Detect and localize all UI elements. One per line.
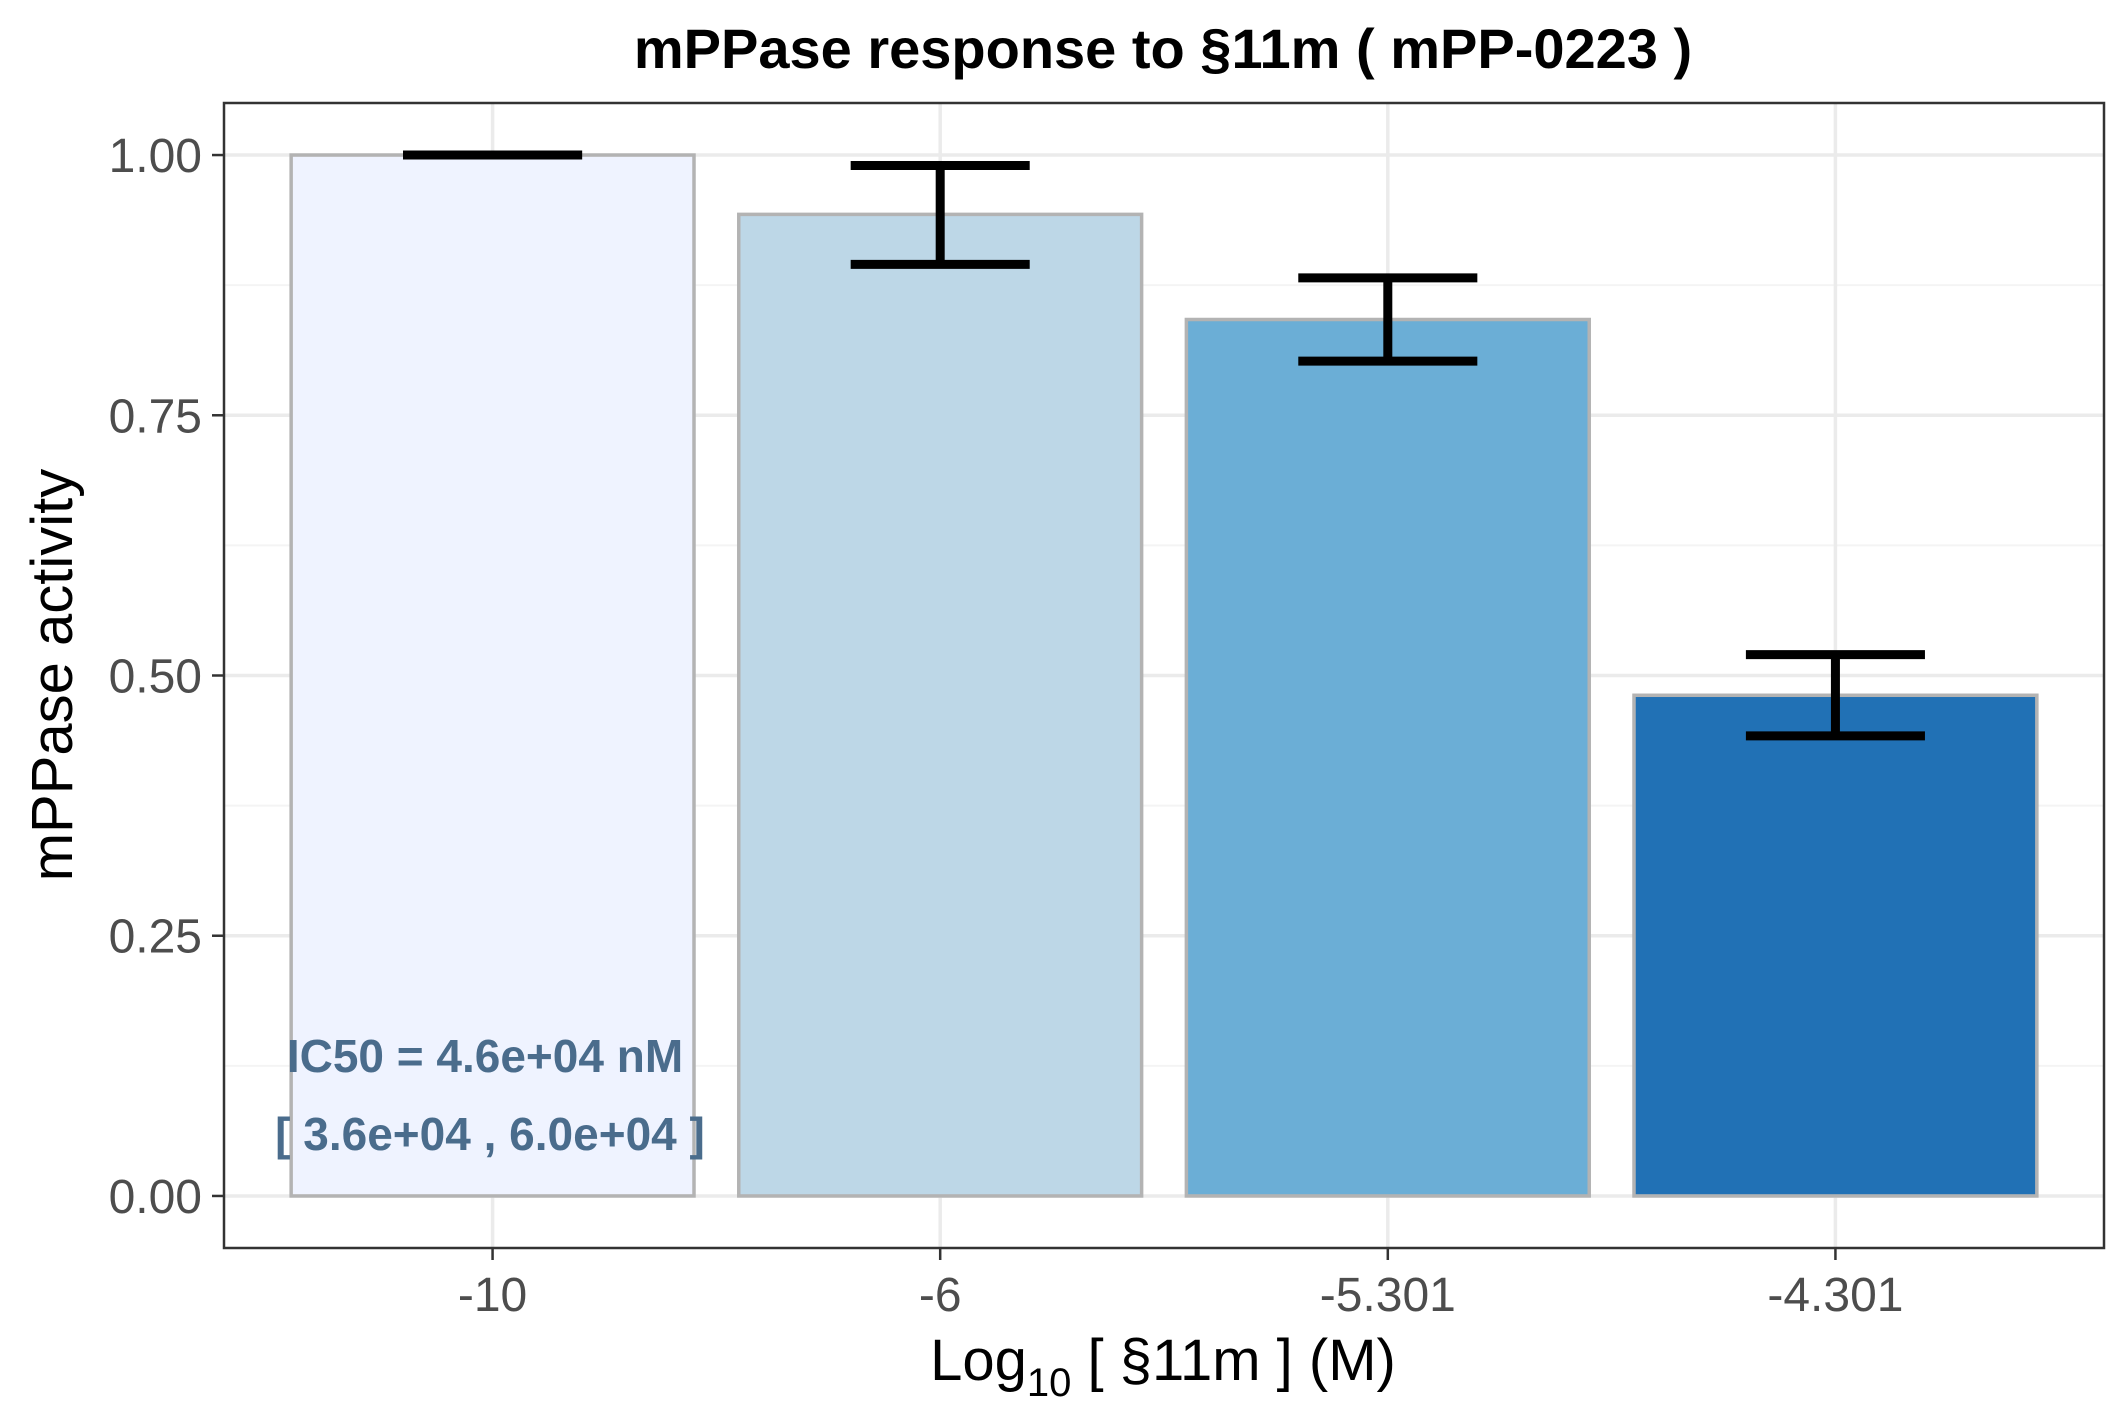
x-axis-label-main: Log bbox=[930, 1328, 1027, 1393]
y-tick-label: 0.00 bbox=[109, 1171, 202, 1224]
x-axis-label: Log10 [ §11m ] (M) bbox=[930, 1328, 1396, 1405]
bar--10 bbox=[289, 153, 696, 1198]
x-tick-label: -10 bbox=[458, 1269, 527, 1322]
bars bbox=[289, 153, 2039, 1198]
y-tick-label: 0.75 bbox=[109, 390, 202, 443]
x-axis: -10 -6 -5.301 -4.301 bbox=[458, 1248, 1903, 1322]
error-bar--5.301 bbox=[1298, 273, 1478, 366]
error-bar--6 bbox=[850, 160, 1030, 269]
chart-title: mPPase response to §11m ( mPP-0223 ) bbox=[634, 17, 1692, 80]
bar--5.301 bbox=[1184, 317, 1591, 1198]
y-tick-label: 0.50 bbox=[109, 651, 202, 704]
bar--6 bbox=[737, 212, 1144, 1198]
x-tick-label: -6 bbox=[919, 1269, 962, 1322]
ic50-annotation: IC50 = 4.6e+04 nM [ 3.6e+04 , 6.0e+04 ] bbox=[275, 1030, 705, 1160]
x-tick-label: -5.301 bbox=[1320, 1269, 1456, 1322]
x-axis-label-subscript: 10 bbox=[1027, 1361, 1072, 1405]
y-tick-label: 0.25 bbox=[109, 911, 202, 964]
y-tick-label: 1.00 bbox=[109, 130, 202, 183]
y-axis-label: mPPase activity bbox=[20, 469, 85, 882]
ic50-interval: [ 3.6e+04 , 6.0e+04 ] bbox=[275, 1108, 705, 1160]
bar--4.301 bbox=[1632, 693, 2039, 1198]
ic50-value: IC50 = 4.6e+04 nM bbox=[287, 1030, 683, 1082]
y-axis: 0.00 0.25 0.50 0.75 1.00 bbox=[109, 130, 224, 1224]
x-tick-label: -4.301 bbox=[1767, 1269, 1903, 1322]
error-bars bbox=[403, 150, 1925, 741]
error-bar--4.301 bbox=[1745, 650, 1925, 741]
x-axis-label-rest: [ §11m ] (M) bbox=[1071, 1328, 1395, 1393]
